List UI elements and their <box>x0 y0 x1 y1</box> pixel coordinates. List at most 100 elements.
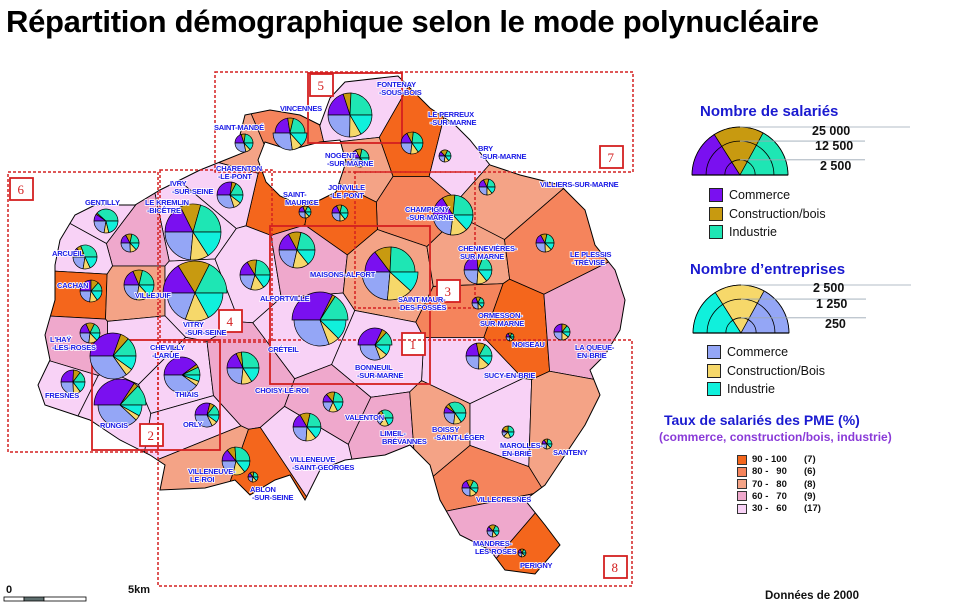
legend-label: Construction/Bois <box>727 364 825 378</box>
label-thiais: THIAIS <box>175 390 199 399</box>
zone-frames: 1 2 3 4 5 6 7 8 <box>7 71 634 587</box>
pie-orly <box>194 402 220 428</box>
label-line: -SUR-SEINE <box>252 493 294 502</box>
label-lhay: L'HAŸ -LES-ROSES <box>50 335 96 352</box>
label-kremlin: LE KREMLIN -BICÊTRE <box>145 198 189 215</box>
pie-saint-maurice <box>298 205 312 219</box>
label-line: SAINT- <box>283 190 307 199</box>
label-line: CACHAN <box>57 281 88 290</box>
label-rungis: RUNGIS <box>100 421 128 430</box>
entreprises-industrie-sector <box>521 552 527 557</box>
legend-class-row: 60 - 70 (9) <box>737 491 816 502</box>
label-champigny: CHAMPIGNY -SUR-MARNE <box>405 205 454 222</box>
entreprises-industrie-sector <box>89 332 101 341</box>
class-range: 70 - 80 <box>752 478 787 490</box>
label-joinville: JOINVILLE -LE-PONT <box>328 183 365 200</box>
entreprises-commerce-sector <box>97 404 137 428</box>
label-nogent: NOGENT -SUR-MARNE <box>325 151 374 168</box>
zone-number-1: 1 <box>410 337 417 352</box>
pie-fresnes <box>60 369 86 395</box>
zone-number-7: 7 <box>608 150 615 165</box>
salaries-industrie-sector <box>194 263 228 294</box>
label-fresnes: FRESNES <box>45 391 79 400</box>
label-line: CHEVILLY <box>150 343 185 352</box>
label-line: -SAINT-LÉGER <box>434 433 485 442</box>
entreprises-commerce-sector <box>216 194 235 209</box>
entreprises-industrie-sector <box>205 414 220 423</box>
zone-number-box <box>9 177 34 201</box>
legend-salaries-tick: 2 500 <box>820 159 852 173</box>
label-line: BRÉVANNES <box>382 437 427 446</box>
label-line: SUCY-EN-BRIE <box>484 371 536 380</box>
entreprises-industrie-sector <box>181 374 201 382</box>
legend-taux-title: Taux de salariés des PME (%) <box>664 412 860 428</box>
pie-le-perreux <box>400 131 424 155</box>
legend-entreprises-tick: 2 500 <box>813 281 845 295</box>
label-line: -LARUE <box>152 351 179 360</box>
entreprises-industrie-sector <box>252 476 259 482</box>
label-cachan: CACHAN <box>57 281 88 290</box>
label-line: SUR-MARNE <box>480 319 524 328</box>
label-choisy: CHOISY-LE-ROI <box>255 386 309 395</box>
label-saint-maurice: SAINT-MAURICE <box>283 190 319 207</box>
legend-class-row: 80 - 90 (6) <box>737 466 816 477</box>
label-alfortville: ALFORTVILLE <box>260 294 310 303</box>
label-line: CHAMPIGNY <box>405 205 449 214</box>
label-line: VILLIERS-SUR-MARNE <box>540 180 619 189</box>
entreprises-commerce-sector <box>361 271 391 301</box>
pie-villecresnes <box>461 479 479 497</box>
label-line: ORMESSON- <box>478 311 523 320</box>
salaries-industrie-sector <box>119 385 147 406</box>
label-line: -LES-ROSES <box>52 343 96 352</box>
entreprises-industrie-sector <box>129 242 140 251</box>
label-line: JOINVILLE <box>328 183 365 192</box>
pie-sucy <box>465 342 493 370</box>
pie-limeil <box>376 409 394 427</box>
pie-champigny <box>432 194 474 236</box>
salaries-commerce-sector <box>291 291 333 321</box>
map-title: Répartition démographique selon le mode … <box>6 4 819 39</box>
entreprises-industrie-sector <box>254 274 271 288</box>
label-line: NOGENT <box>325 151 357 160</box>
entreprises-industrie-sector <box>486 186 496 194</box>
label-la-queue: LA QUEUE-EN-BRIE <box>575 343 615 360</box>
entreprises-industrie-sector <box>384 417 394 426</box>
zone-frame-4 <box>159 169 273 343</box>
label-line: BOISSY <box>432 425 459 434</box>
legend-label: Construction/bois <box>729 207 826 221</box>
label-line: MAISONS-ALFORT <box>310 270 376 279</box>
label-line: -SUR-MARNE <box>430 118 477 127</box>
class-count: (7) <box>804 454 816 465</box>
label-line: VINCENNES <box>280 104 322 113</box>
label-line: L'HAŸ <box>50 335 71 344</box>
pie-vsg <box>292 412 322 442</box>
scale-start: 0 <box>6 584 13 596</box>
swatch <box>707 345 721 359</box>
label-line: -SUR-MARNE <box>407 213 454 222</box>
pie-la-queue <box>553 323 571 341</box>
label-line: SANTENY <box>553 448 588 457</box>
class-swatch <box>737 479 747 490</box>
label-line: CHOISY-LE-ROI <box>255 386 309 395</box>
label-maisons-alfort: MAISONS-ALFORT <box>310 270 376 279</box>
swatch <box>709 207 723 221</box>
salaries-commerce-sector <box>357 327 383 346</box>
entreprises-industrie-sector <box>296 249 316 265</box>
entreprises-industrie-sector <box>452 214 474 231</box>
class-range: 90 - 100 <box>752 454 787 465</box>
label-line: -LE-PONT <box>218 172 252 181</box>
label-line: BRY <box>478 144 493 153</box>
commune-labels: SAINT-MANDÉ VINCENNES FONTENAY -SOUS-BOIS LE… <box>44 79 619 571</box>
pie-thiais <box>163 356 201 394</box>
legend-semicircle <box>692 284 790 334</box>
legend-salaries-tick: 12 500 <box>815 139 854 153</box>
legend-label: Commerce <box>729 188 791 202</box>
legend-taux-subtitle: (commerce, construction/bois, industrie) <box>659 430 892 444</box>
entreprises-industrie-sector <box>544 242 555 251</box>
label-line: FONTENAY <box>377 80 416 89</box>
entreprises-commerce-sector <box>163 374 198 394</box>
pie-villiers <box>478 178 496 196</box>
entreprises-industrie-sector <box>546 443 553 449</box>
legend-entreprises-construction: Construction/Bois <box>707 364 825 378</box>
legend-salaries-commerce: Commerce <box>709 188 790 202</box>
